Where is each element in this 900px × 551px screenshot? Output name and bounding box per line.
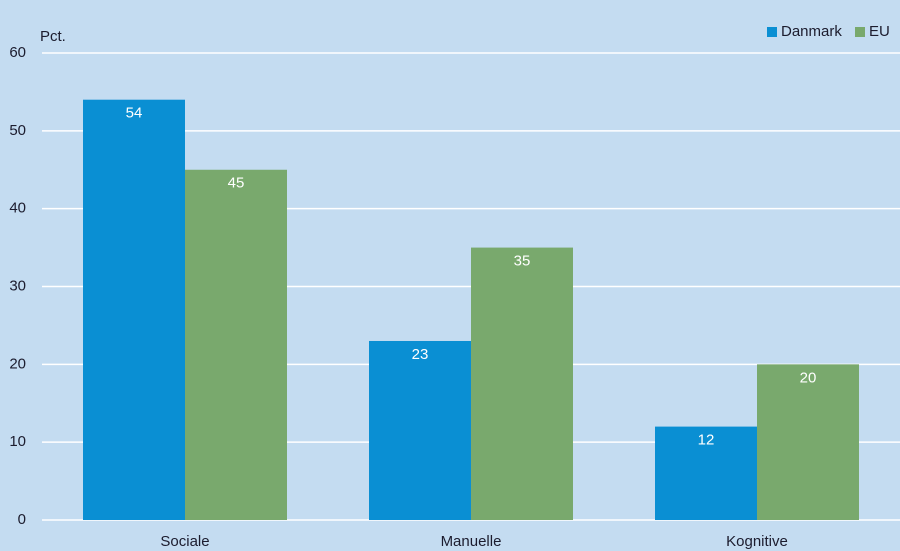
- value-label: 23: [412, 346, 429, 363]
- y-tick-label: 60: [9, 44, 26, 61]
- x-tick-label: Sociale: [160, 533, 209, 550]
- legend-swatch: [767, 27, 777, 37]
- bar: [83, 99, 185, 520]
- value-label: 54: [126, 105, 143, 122]
- value-label: 12: [698, 432, 715, 449]
- y-tick-label: 30: [9, 277, 26, 294]
- y-axis-label: Pct.: [40, 28, 66, 45]
- y-tick-label: 50: [9, 122, 26, 139]
- legend-swatch: [855, 27, 865, 37]
- y-tick-label: 20: [9, 355, 26, 372]
- y-tick-label: 10: [9, 433, 26, 450]
- legend-label: Danmark: [781, 23, 842, 40]
- y-tick-label: 40: [9, 200, 26, 217]
- value-label: 35: [514, 253, 531, 270]
- legend-label: EU: [869, 23, 890, 40]
- bar: [185, 169, 287, 520]
- bar: [757, 364, 859, 520]
- bar: [369, 340, 471, 520]
- bar: [471, 247, 573, 521]
- value-label: 20: [800, 369, 817, 386]
- y-tick-label: 0: [18, 511, 26, 528]
- x-tick-label: Manuelle: [441, 533, 502, 550]
- bar: [655, 426, 757, 520]
- value-label: 45: [228, 175, 245, 192]
- x-tick-label: Kognitive: [726, 533, 788, 550]
